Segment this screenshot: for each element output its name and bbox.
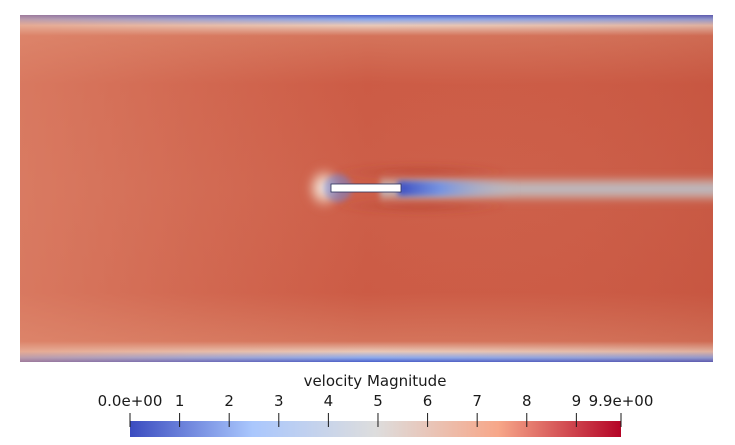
tick-label-10: 9.9e+00 [588,392,654,410]
tick-label-0: 0.0e+00 [97,392,163,410]
tick-label-2: 2 [224,392,234,410]
scalar-bar-title: velocity Magnitude [303,372,447,390]
tick-label-3: 3 [274,392,284,410]
tick-label-4: 4 [323,392,334,410]
colormap-bar [130,421,621,437]
tick-label-5: 5 [373,392,383,410]
flat-plate [330,183,402,193]
velocity-field [20,15,713,362]
tick-label-6: 6 [422,392,433,410]
tick-marks [129,413,622,427]
tick-label-7: 7 [472,392,482,410]
scalar-bar [129,413,622,437]
tick-label-1: 1 [174,392,185,410]
tick-label-9: 9 [571,392,582,410]
near-wake [398,181,518,196]
tick-label-8: 8 [521,392,532,410]
